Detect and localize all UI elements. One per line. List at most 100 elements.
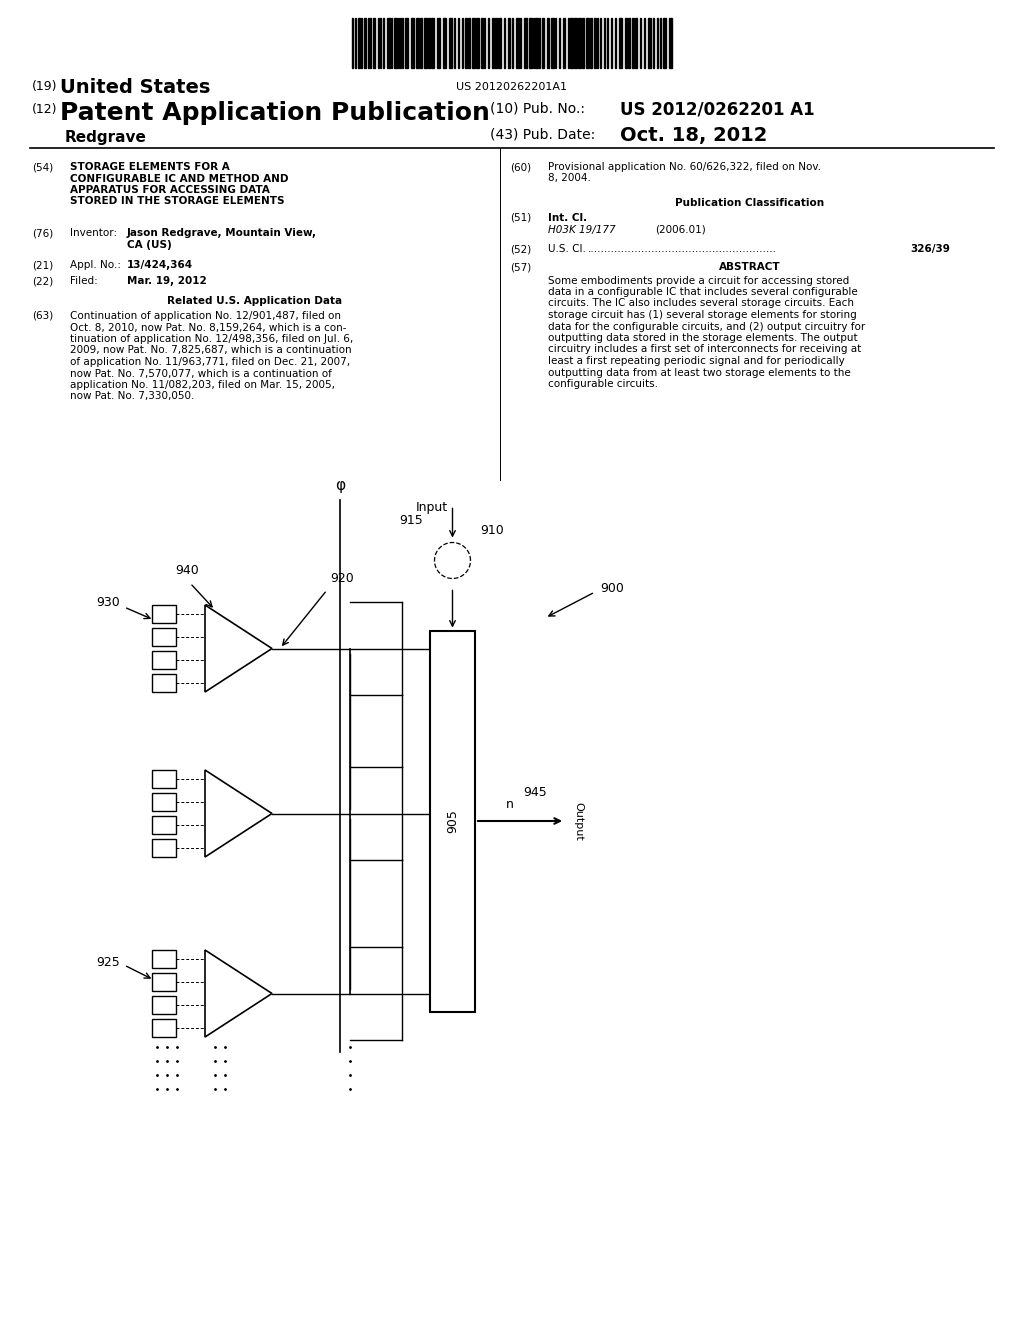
- Bar: [586, 18, 589, 69]
- Bar: [551, 18, 554, 69]
- Text: of application No. 11/963,771, filed on Dec. 21, 2007,: of application No. 11/963,771, filed on …: [70, 356, 350, 367]
- Bar: [424, 18, 427, 69]
- Text: circuits. The IC also includes several storage circuits. Each: circuits. The IC also includes several s…: [548, 298, 854, 309]
- Bar: [590, 18, 592, 69]
- Text: Inventor:: Inventor:: [70, 228, 117, 238]
- Text: φ: φ: [335, 478, 345, 492]
- Text: Int. Cl.: Int. Cl.: [548, 213, 587, 223]
- Text: Appl. No.:: Appl. No.:: [70, 260, 121, 271]
- Bar: [437, 18, 440, 69]
- Bar: [516, 18, 519, 69]
- Bar: [468, 18, 470, 69]
- Bar: [582, 18, 584, 69]
- Bar: [574, 18, 577, 69]
- Bar: [416, 18, 419, 69]
- Bar: [495, 18, 497, 69]
- Bar: [411, 18, 414, 69]
- Text: 910: 910: [480, 524, 504, 537]
- Text: 930: 930: [96, 597, 120, 610]
- Text: now Pat. No. 7,570,077, which is a continuation of: now Pat. No. 7,570,077, which is a conti…: [70, 368, 332, 379]
- Bar: [152, 793, 176, 810]
- Bar: [628, 18, 630, 69]
- Polygon shape: [205, 770, 272, 857]
- Bar: [476, 18, 479, 69]
- Text: 940: 940: [175, 564, 199, 577]
- Text: 2009, now Pat. No. 7,825,687, which is a continuation: 2009, now Pat. No. 7,825,687, which is a…: [70, 346, 351, 355]
- Text: 920: 920: [330, 572, 353, 585]
- Bar: [443, 18, 446, 69]
- Text: (60): (60): [510, 162, 531, 172]
- Polygon shape: [205, 950, 272, 1038]
- Text: Input: Input: [416, 502, 447, 513]
- Text: (22): (22): [32, 276, 53, 286]
- Text: (54): (54): [32, 162, 53, 172]
- Bar: [152, 840, 176, 857]
- Bar: [152, 651, 176, 669]
- Bar: [625, 18, 627, 69]
- Text: (57): (57): [510, 261, 531, 272]
- Text: US 20120262201A1: US 20120262201A1: [457, 82, 567, 92]
- Text: 900: 900: [600, 582, 624, 594]
- Text: 8, 2004.: 8, 2004.: [548, 173, 591, 183]
- Text: (2006.01): (2006.01): [655, 224, 706, 235]
- Text: Mar. 19, 2012: Mar. 19, 2012: [127, 276, 207, 286]
- Text: ........................................................: ........................................…: [588, 244, 777, 253]
- Bar: [152, 816, 176, 834]
- Bar: [449, 18, 452, 69]
- Bar: [420, 18, 422, 69]
- Text: Redgrave: Redgrave: [65, 129, 146, 145]
- Text: CA (US): CA (US): [127, 239, 172, 249]
- Bar: [373, 18, 375, 69]
- Text: (19): (19): [32, 81, 57, 92]
- Bar: [535, 18, 538, 69]
- Bar: [394, 18, 397, 69]
- Text: Oct. 8, 2010, now Pat. No. 8,159,264, which is a con-: Oct. 8, 2010, now Pat. No. 8,159,264, wh…: [70, 322, 346, 333]
- Text: outputting data from at least two storage elements to the: outputting data from at least two storag…: [548, 367, 851, 378]
- Bar: [594, 18, 596, 69]
- Text: (63): (63): [32, 312, 53, 321]
- Bar: [524, 18, 527, 69]
- Text: (51): (51): [510, 213, 531, 223]
- Text: Oct. 18, 2012: Oct. 18, 2012: [620, 125, 767, 145]
- Text: least a first repeating periodic signal and for periodically: least a first repeating periodic signal …: [548, 356, 845, 366]
- Text: 945: 945: [523, 785, 547, 799]
- Text: United States: United States: [60, 78, 210, 96]
- Text: 925: 925: [96, 956, 120, 969]
- Bar: [481, 18, 483, 69]
- Bar: [152, 997, 176, 1014]
- Bar: [563, 18, 565, 69]
- Text: outputting data stored in the storage elements. The output: outputting data stored in the storage el…: [548, 333, 858, 343]
- Bar: [465, 18, 467, 69]
- Bar: [472, 18, 475, 69]
- Text: STORAGE ELEMENTS FOR A: STORAGE ELEMENTS FOR A: [70, 162, 229, 172]
- Bar: [547, 18, 549, 69]
- Bar: [406, 18, 408, 69]
- Text: (43) Pub. Date:: (43) Pub. Date:: [490, 128, 595, 143]
- Text: Output: Output: [573, 801, 583, 841]
- Bar: [648, 18, 651, 69]
- Bar: [152, 675, 176, 692]
- Bar: [387, 18, 390, 69]
- Bar: [669, 18, 672, 69]
- Bar: [152, 628, 176, 645]
- Text: circuitry includes a first set of interconnects for receiving at: circuitry includes a first set of interc…: [548, 345, 861, 355]
- Bar: [152, 770, 176, 788]
- Text: now Pat. No. 7,330,050.: now Pat. No. 7,330,050.: [70, 392, 195, 401]
- Text: H03K 19/177: H03K 19/177: [548, 224, 615, 235]
- Text: data for the configurable circuits, and (2) output circuitry for: data for the configurable circuits, and …: [548, 322, 865, 331]
- Bar: [632, 18, 634, 69]
- Text: Provisional application No. 60/626,322, filed on Nov.: Provisional application No. 60/626,322, …: [548, 162, 821, 172]
- Text: Related U.S. Application Data: Related U.S. Application Data: [168, 296, 343, 306]
- Text: U.S. Cl.: U.S. Cl.: [548, 244, 586, 253]
- Text: Jason Redgrave, Mountain View,: Jason Redgrave, Mountain View,: [127, 228, 317, 238]
- Text: ABSTRACT: ABSTRACT: [719, 261, 781, 272]
- Text: Filed:: Filed:: [70, 276, 97, 286]
- Text: (52): (52): [510, 244, 531, 253]
- Bar: [508, 18, 510, 69]
- Bar: [529, 18, 532, 69]
- Bar: [152, 605, 176, 623]
- Bar: [635, 18, 637, 69]
- Bar: [492, 18, 494, 69]
- Bar: [152, 973, 176, 991]
- Text: CONFIGURABLE IC AND METHOD AND: CONFIGURABLE IC AND METHOD AND: [70, 173, 289, 183]
